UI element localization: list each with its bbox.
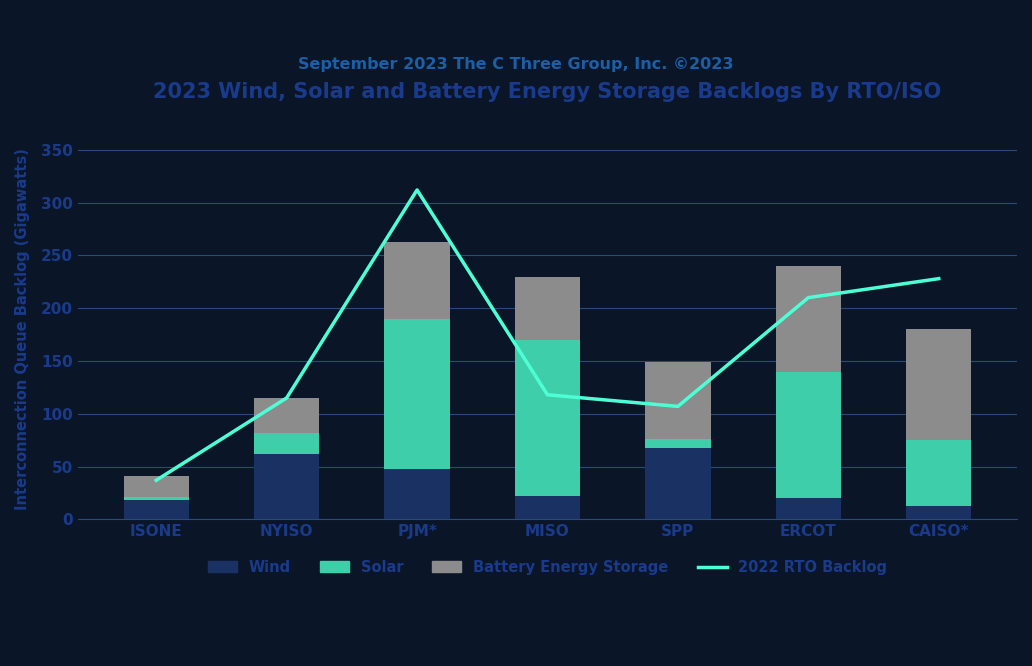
Bar — [645, 439, 710, 448]
Bar — [645, 362, 710, 439]
Y-axis label: Interconnection Queue Backlog (Gigawatts): Interconnection Queue Backlog (Gigawatts… — [15, 149, 30, 510]
Bar — [124, 476, 189, 498]
Bar — [645, 448, 710, 519]
Bar — [906, 440, 971, 505]
Title: 2023 Wind, Solar and Battery Energy Storage Backlogs By RTO/ISO: 2023 Wind, Solar and Battery Energy Stor… — [154, 82, 941, 102]
Bar — [385, 469, 450, 519]
Bar — [254, 454, 319, 519]
Bar — [124, 500, 189, 519]
Bar — [515, 496, 580, 519]
Bar — [776, 372, 841, 498]
Bar — [515, 340, 580, 496]
Bar — [385, 242, 450, 319]
Legend: Wind, Solar, Battery Energy Storage, 2022 RTO Backlog: Wind, Solar, Battery Energy Storage, 202… — [201, 554, 894, 581]
Bar — [776, 498, 841, 519]
Bar — [515, 276, 580, 340]
Bar — [385, 319, 450, 469]
Bar — [776, 266, 841, 372]
Bar — [254, 398, 319, 433]
Bar — [124, 498, 189, 500]
Text: September 2023 The C Three Group, Inc. ©2023: September 2023 The C Three Group, Inc. ©… — [298, 57, 734, 72]
Bar — [906, 505, 971, 519]
Bar — [254, 433, 319, 454]
Bar — [906, 329, 971, 440]
